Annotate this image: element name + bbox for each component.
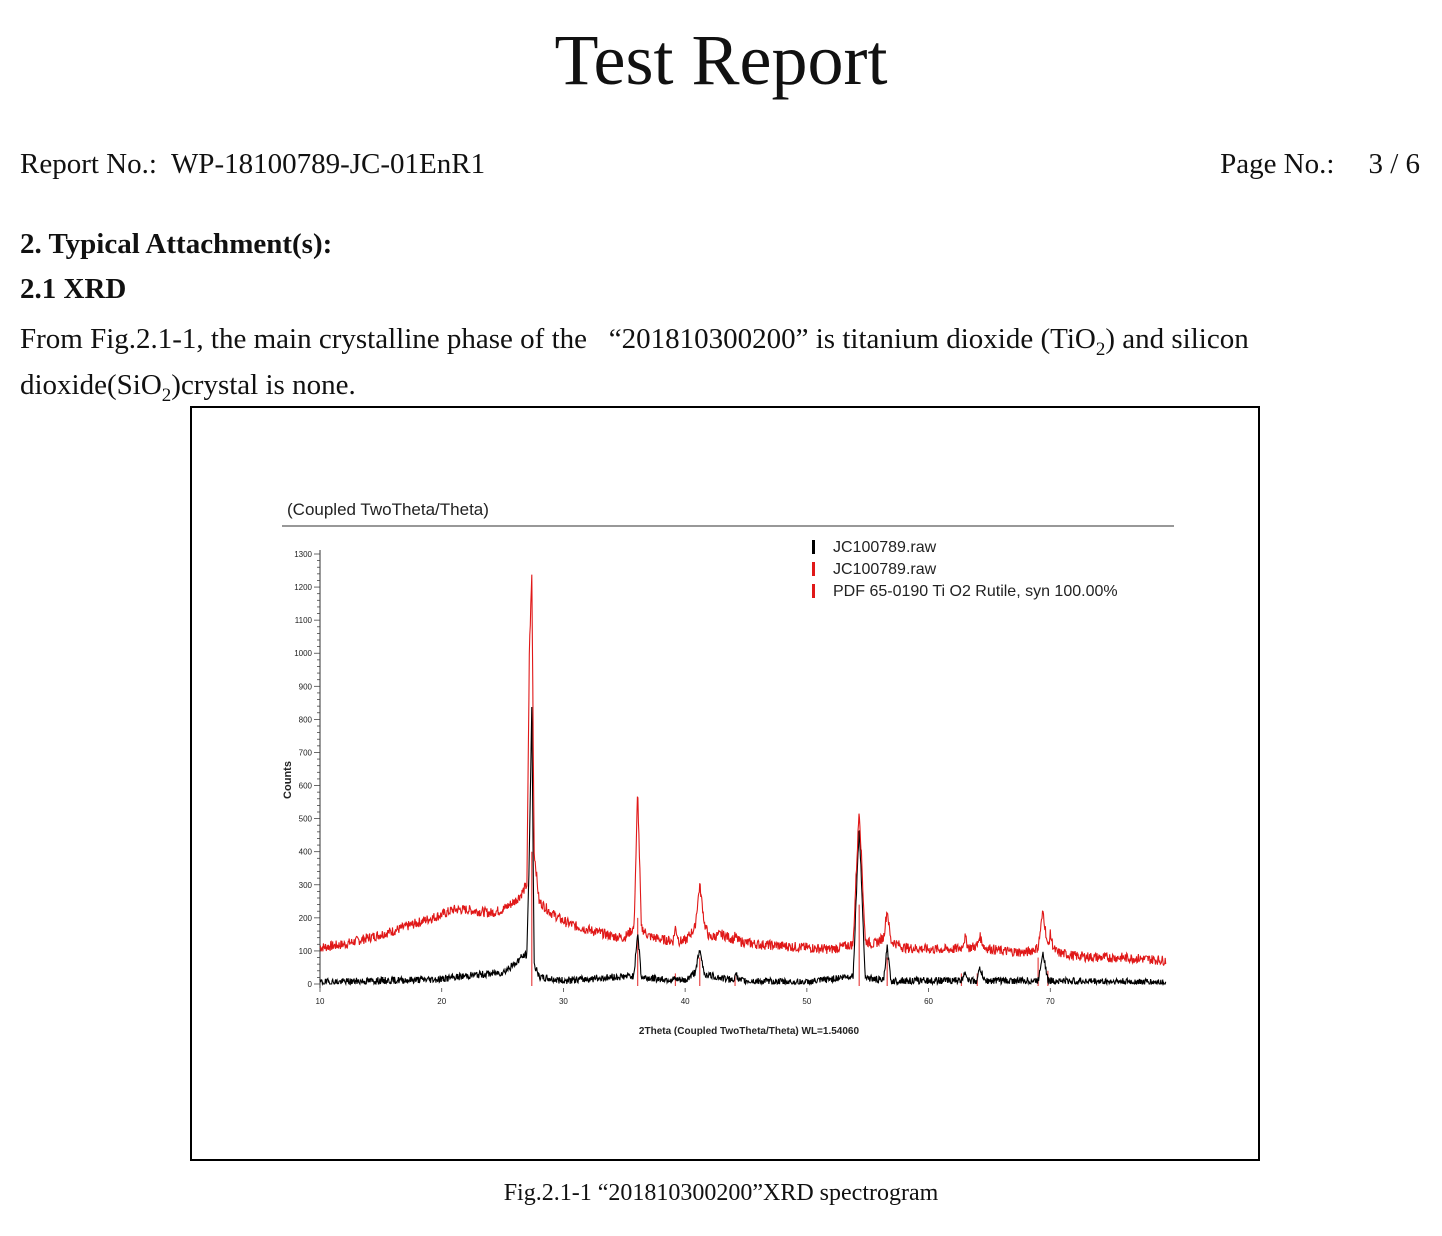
y-tick-label: 900 bbox=[299, 682, 313, 691]
y-tick-label: 1000 bbox=[294, 649, 312, 658]
y-tick-label: 400 bbox=[299, 848, 313, 857]
page-number-value: 3 / 6 bbox=[1368, 148, 1420, 180]
y-tick-label: 700 bbox=[299, 748, 313, 757]
legend-swatch bbox=[812, 562, 815, 576]
page-number: Page No.: 3 / 6 bbox=[1220, 146, 1420, 182]
xrd-chart: (Coupled TwoTheta/Theta) Counts 2Theta (… bbox=[282, 500, 1174, 1037]
chart-series bbox=[319, 574, 1167, 987]
report-number-label: Report No.: bbox=[20, 148, 157, 180]
chart-title: (Coupled TwoTheta/Theta) bbox=[287, 500, 489, 519]
subsection-heading: 2.1 XRD bbox=[20, 273, 127, 305]
legend-swatch bbox=[812, 584, 815, 598]
x-tick-label: 60 bbox=[924, 997, 933, 1006]
y-tick-label: 800 bbox=[299, 715, 313, 724]
para-text-3: )crystal is none. bbox=[171, 369, 356, 401]
report-number-value: WP-18100789-JC-01EnR1 bbox=[170, 148, 486, 180]
legend-label: JC100789.raw bbox=[833, 561, 937, 578]
legend-label: PDF 65-0190 Ti O2 Rutile, syn 100.00% bbox=[833, 583, 1118, 600]
x-tick-label: 30 bbox=[559, 997, 568, 1006]
page-number-label: Page No.: bbox=[1220, 148, 1335, 180]
para-subscript-2: 2 bbox=[161, 384, 172, 406]
chart-axes: 0 100 200 300 400 500 600 700 800 900 1000 1100 1200… bbox=[294, 550, 1055, 1006]
series-line-black bbox=[319, 706, 1167, 987]
body-paragraph: From Fig.2.1-1, the main crystalline pha… bbox=[20, 316, 1420, 408]
legend-swatch bbox=[812, 540, 815, 554]
y-tick-label: 500 bbox=[299, 815, 313, 824]
figure-caption: Fig.2.1-1 “201810300200”XRD spectrogram bbox=[503, 1180, 939, 1206]
x-axis-label: 2Theta (Coupled TwoTheta/Theta) WL=1.540… bbox=[639, 1026, 860, 1037]
x-tick-label: 20 bbox=[437, 997, 446, 1006]
report-title: Test Report bbox=[554, 20, 888, 100]
section-heading: 2. Typical Attachment(s): bbox=[20, 228, 333, 260]
para-subscript-1: 2 bbox=[1095, 338, 1106, 360]
legend-label: JC100789.raw bbox=[833, 539, 937, 556]
reference-peaks bbox=[531, 851, 1049, 986]
y-tick-label: 100 bbox=[299, 947, 313, 956]
y-axis-label: Counts bbox=[282, 761, 294, 799]
x-tick-label: 50 bbox=[802, 997, 811, 1006]
para-text-1: From Fig.2.1-1, the main crystalline pha… bbox=[20, 323, 1096, 355]
x-tick-label: 40 bbox=[681, 997, 690, 1006]
y-tick-label: 1300 bbox=[294, 550, 312, 559]
y-tick-label: 300 bbox=[299, 881, 313, 890]
y-tick-label: 1100 bbox=[295, 616, 313, 625]
y-tick-label: 1200 bbox=[294, 583, 312, 592]
para-text-2: ) and silicon dioxide(SiO bbox=[20, 323, 1249, 401]
x-tick-label: 70 bbox=[1046, 997, 1055, 1006]
series-line-red bbox=[319, 574, 1167, 967]
y-tick-label: 600 bbox=[299, 782, 313, 791]
chart-legend: JC100789.raw JC100789.raw PDF 65-0190 Ti O… bbox=[812, 539, 1118, 600]
y-tick-label: 0 bbox=[308, 980, 313, 989]
x-tick-label: 10 bbox=[316, 997, 325, 1006]
xrd-figure-frame: (Coupled TwoTheta/Theta) Counts 2Theta (… bbox=[190, 406, 1260, 1161]
y-tick-label: 200 bbox=[299, 914, 313, 923]
report-number: Report No.: WP-18100789-JC-01EnR1 bbox=[20, 146, 485, 182]
